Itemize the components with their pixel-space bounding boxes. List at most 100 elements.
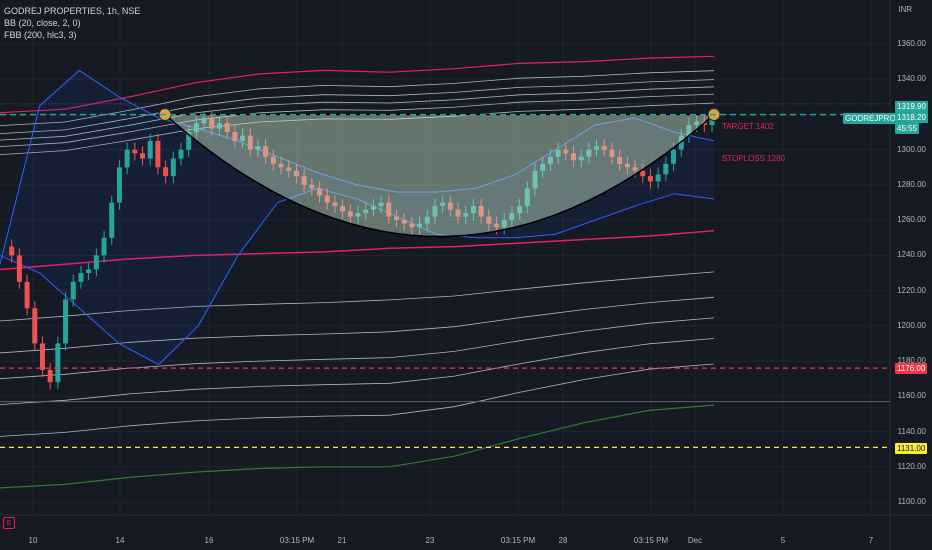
candle-body: [393, 216, 399, 221]
countdown-badge: 45:55: [895, 123, 920, 134]
candle-body: [132, 149, 138, 154]
bb-band-fill: [0, 70, 714, 365]
indicator-fbb[interactable]: FBB (200, hlc3, 3): [4, 30, 77, 40]
candle-body: [524, 188, 530, 207]
x-tick-label: 23: [425, 536, 435, 545]
candle-body: [209, 117, 215, 129]
candle-body: [494, 223, 500, 228]
red-level-badge: 1176.00: [895, 363, 928, 374]
target-annotation: TARGET 1402: [722, 122, 774, 131]
fbb-inner-band: [0, 93, 715, 148]
y-tick-label: 1280.00: [897, 179, 926, 189]
candle-body: [101, 237, 107, 256]
y-tick-label: 1180.00: [897, 356, 926, 366]
x-tick-label: 03:15 PM: [500, 536, 536, 545]
candlesticks: [9, 110, 715, 390]
fbb-inner-band: [0, 317, 715, 380]
indicator-bb[interactable]: BB (20, close, 2, 0): [4, 18, 81, 28]
x-tick-label: 28: [558, 536, 568, 545]
x-tick-label: 7: [868, 536, 874, 545]
y-tick-label: 1260.00: [897, 215, 926, 225]
fbb-inner-band: [0, 70, 715, 127]
candle-body: [293, 170, 299, 177]
candle-body: [632, 167, 638, 171]
currency-label: INR: [898, 5, 912, 14]
x-tick-label: 21: [337, 536, 347, 545]
candle-body: [278, 163, 284, 168]
candle-body: [655, 174, 661, 182]
candle-body: [93, 255, 99, 270]
candle-body: [378, 202, 384, 207]
candle-body: [47, 369, 53, 383]
x-tick-label: 14: [115, 536, 125, 545]
y-tick-label: 1220.00: [897, 285, 926, 295]
y-tick-label: 1340.00: [897, 74, 926, 84]
cup-shape: [163, 113, 716, 238]
candle-body: [447, 202, 453, 210]
fbb-inner-band: [0, 79, 715, 135]
symbol-tag-badge: GODREJPROP: [843, 113, 904, 124]
y-tick-label: 1140.00: [897, 426, 926, 436]
x-tick-label: Dec: [687, 536, 703, 545]
candle-body: [640, 170, 646, 177]
candle-body: [116, 167, 122, 203]
candle-body: [570, 153, 576, 161]
candle-body: [309, 184, 315, 189]
candle-body: [386, 202, 392, 217]
candle-body: [440, 202, 446, 207]
candle-body: [671, 149, 677, 164]
candle-body: [170, 158, 176, 177]
candle-body: [216, 123, 222, 129]
candle-body: [270, 156, 276, 164]
candle-body: [9, 246, 15, 256]
candle-body: [594, 146, 600, 150]
candle-body: [463, 213, 469, 217]
candle-body: [86, 269, 92, 273]
y-tick-label: 1100.00: [897, 497, 926, 506]
candle-body: [601, 146, 607, 150]
candle-body: [24, 281, 30, 309]
candle-body: [124, 149, 130, 168]
candle-body: [186, 132, 192, 150]
candle-body: [563, 149, 569, 154]
candle-body: [301, 176, 307, 185]
fbb-lower-band: [0, 229, 715, 271]
candle-body: [470, 206, 476, 214]
x-tick-label: 5: [780, 536, 786, 545]
fbb-upper-band: [0, 55, 715, 114]
candle-body: [324, 195, 330, 203]
candle-body: [624, 163, 630, 168]
candle-body: [155, 140, 161, 168]
fbb-basis-line: [0, 404, 715, 489]
chart-legend: GODREJ PROPERTIES, 1h, NSE BB (20, close…: [4, 5, 140, 41]
candle-body: [147, 140, 153, 159]
candle-body: [501, 220, 507, 228]
candle-body: [417, 223, 423, 228]
bb-upper-band: [0, 69, 715, 265]
candle-body: [332, 202, 338, 207]
fbb-inner-band: [0, 86, 715, 141]
candle-body: [709, 117, 715, 126]
candle-body: [286, 167, 292, 171]
candle-body: [478, 206, 484, 217]
candle-body: [255, 146, 261, 150]
fbb-inner-band: [0, 271, 715, 322]
candle-body: [424, 216, 430, 224]
candle-body: [163, 167, 169, 177]
tradingview-logo-icon[interactable]: E: [3, 517, 15, 529]
y-tick-label: 1300.00: [897, 144, 926, 154]
bollinger-bands: [0, 55, 715, 489]
candle-body: [647, 176, 653, 182]
candle-body: [555, 149, 561, 157]
bb-lower-band: [0, 187, 715, 366]
candle-body: [240, 135, 246, 141]
x-tick-label: 03:15 PM: [279, 536, 315, 545]
symbol-title[interactable]: GODREJ PROPERTIES, 1h, NSE: [4, 6, 141, 16]
price-badge: 1319.90: [895, 101, 928, 112]
candle-body: [532, 170, 538, 189]
yellow-level-badge: 1131.00: [895, 443, 928, 454]
candle-body: [686, 125, 692, 136]
candle-body: [178, 149, 184, 159]
x-tick-label: 03:15 PM: [633, 536, 669, 545]
